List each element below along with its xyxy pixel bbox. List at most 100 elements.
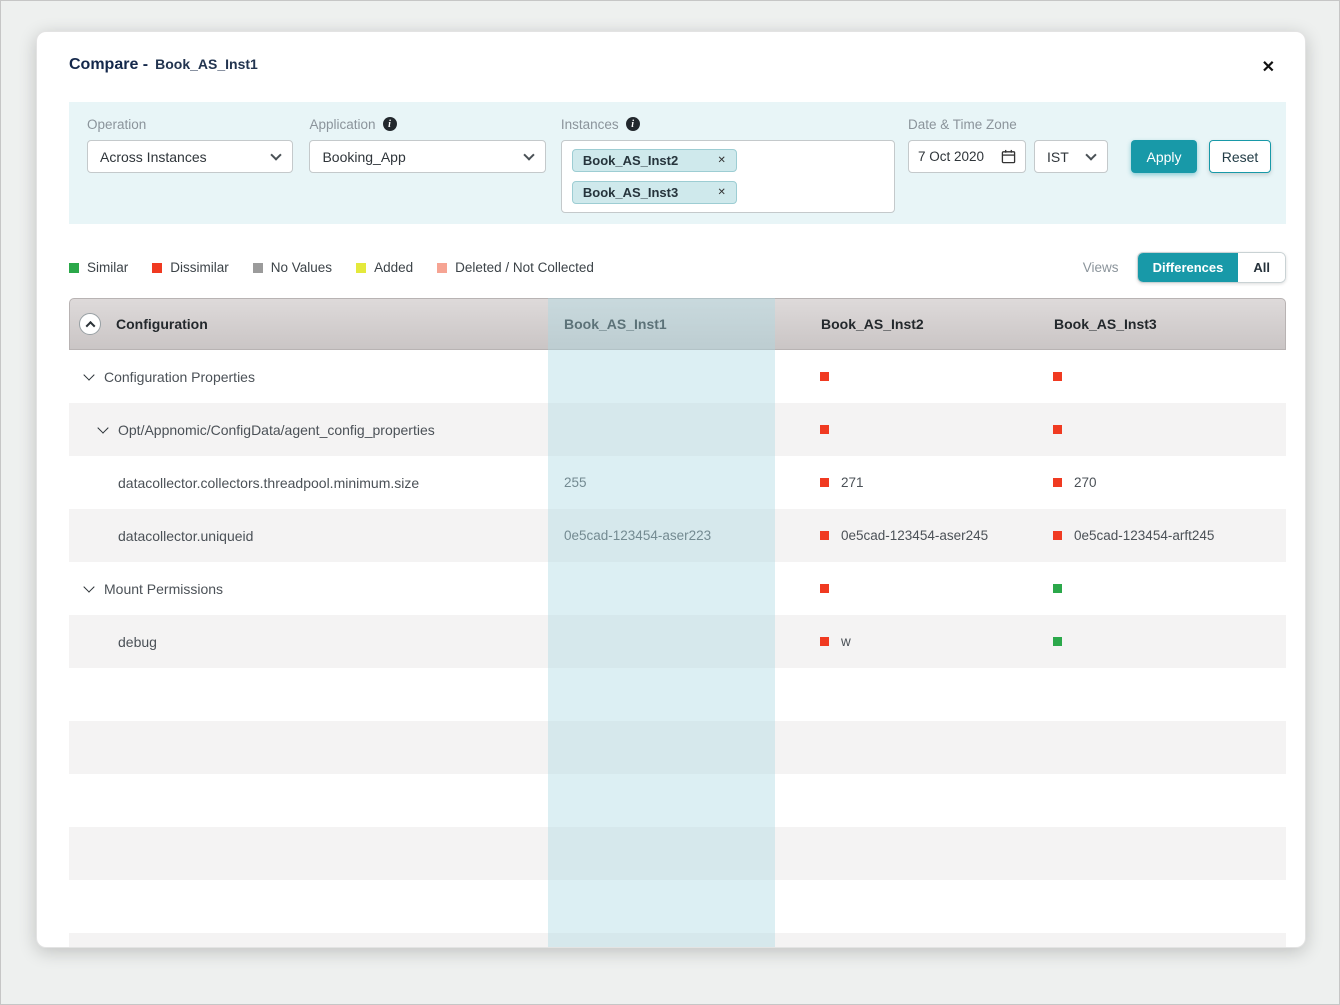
table-row: Opt/Appnomic/ConfigData/agent_config_pro… (69, 403, 1286, 456)
row-label: Mount Permissions (104, 581, 223, 597)
chevron-down-icon[interactable] (83, 369, 94, 380)
column-header-inst3: Book_AS_Inst3 (1010, 316, 1286, 332)
filter-bar: Operation Across Instances Application i… (69, 102, 1286, 224)
column-header-inst1: Book_AS_Inst1 (549, 316, 776, 332)
no_values-swatch-icon (253, 263, 263, 273)
date-input[interactable]: 7 Oct 2020 (908, 140, 1026, 173)
remove-chip-icon[interactable]: ✕ (717, 155, 725, 166)
application-field: Application i Booking_App (309, 116, 545, 173)
operation-select[interactable]: Across Instances (87, 140, 293, 173)
empty-row (69, 933, 1286, 947)
row-name-cell: Mount Permissions (69, 581, 548, 597)
dialog-title-text: Compare - (69, 56, 148, 73)
application-value: Booking_App (322, 149, 405, 165)
table-body: Configuration Properties Opt/Appnomic/Con… (69, 350, 1286, 947)
empty-row (69, 721, 1286, 774)
instance-chip-label: Book_AS_Inst2 (583, 153, 678, 168)
legend-row: SimilarDissimilarNo ValuesAddedDeleted /… (69, 252, 1286, 283)
legend-item: Dissimilar (152, 260, 229, 275)
cell-value: 271 (841, 475, 864, 490)
group-header-cell: Configuration (70, 313, 549, 335)
row-label: Opt/Appnomic/ConfigData/agent_config_pro… (118, 422, 435, 438)
datetime-label: Date & Time Zone (908, 116, 1108, 132)
desktop-background: Compare - Book_AS_Inst1 ✕ Operation Acros… (0, 0, 1340, 1005)
value-cell-Book_AS_Inst3: 270 (1009, 475, 1286, 490)
apply-button[interactable]: Apply (1131, 140, 1197, 173)
instance-chip: Book_AS_Inst2 ✕ (572, 149, 737, 172)
deleted-swatch-icon (437, 263, 447, 273)
dissimilar-marker-icon (1053, 372, 1062, 381)
value-cell-Book_AS_Inst2: 0e5cad-123454-aser245 (775, 528, 1009, 543)
timezone-select[interactable]: IST (1034, 140, 1108, 173)
dissimilar-marker-icon (1053, 478, 1062, 487)
similar-marker-icon (1053, 584, 1062, 593)
dialog-title: Compare - Book_AS_Inst1 (69, 56, 258, 74)
legend-label: Dissimilar (170, 260, 229, 275)
dissimilar-swatch-icon (152, 263, 162, 273)
chevron-down-icon (523, 149, 534, 160)
chevron-down-icon[interactable] (97, 422, 108, 433)
instance-chip-label: Book_AS_Inst3 (583, 185, 678, 200)
timezone-value: IST (1047, 149, 1069, 165)
similar-marker-icon (1053, 637, 1062, 646)
value-cell-Book_AS_Inst3 (1009, 425, 1286, 434)
cell-value: 0e5cad-123454-aser223 (564, 528, 711, 543)
views-label: Views (1083, 260, 1119, 275)
dissimilar-marker-icon (820, 637, 829, 646)
value-cell-Book_AS_Inst2: w (775, 634, 1009, 649)
empty-row (69, 774, 1286, 827)
calendar-icon (1001, 149, 1016, 164)
cell-value: 0e5cad-123454-arft245 (1074, 528, 1214, 543)
cell-value: 255 (564, 475, 587, 490)
operation-field: Operation Across Instances (87, 116, 293, 173)
comparison-table: Configuration Book_AS_Inst1 Book_AS_Inst… (69, 298, 1286, 947)
application-select[interactable]: Booking_App (309, 140, 545, 173)
dialog-header: Compare - Book_AS_Inst1 ✕ (37, 32, 1305, 102)
application-label-text: Application (309, 117, 375, 132)
legend-item: Added (356, 260, 413, 275)
compare-dialog: Compare - Book_AS_Inst1 ✕ Operation Acros… (36, 31, 1306, 948)
legend-item: Deleted / Not Collected (437, 260, 594, 275)
table-row: Mount Permissions (69, 562, 1286, 615)
datetime-field: Date & Time Zone 7 Oct 2020 IST (908, 116, 1108, 173)
reset-button[interactable]: Reset (1209, 140, 1271, 173)
table-row: Configuration Properties (69, 350, 1286, 403)
legend: SimilarDissimilarNo ValuesAddedDeleted /… (69, 260, 594, 275)
table-header: Configuration Book_AS_Inst1 Book_AS_Inst… (69, 298, 1286, 350)
cell-value: w (841, 634, 851, 649)
filter-buttons: Apply Reset (1131, 140, 1271, 173)
value-cell-Book_AS_Inst3 (1009, 584, 1286, 593)
row-name-cell: Configuration Properties (69, 369, 548, 385)
table-row: datacollector.collectors.threadpool.mini… (69, 456, 1286, 509)
close-icon[interactable]: ✕ (1256, 56, 1281, 80)
value-cell-Book_AS_Inst2: 271 (775, 475, 1009, 490)
value-cell-Book_AS_Inst2 (775, 425, 1009, 434)
row-name-cell: datacollector.collectors.threadpool.mini… (69, 475, 548, 491)
table-row: datacollector.uniqueid0e5cad-123454-aser… (69, 509, 1286, 562)
empty-row (69, 668, 1286, 721)
row-name-cell: Opt/Appnomic/ConfigData/agent_config_pro… (69, 422, 548, 438)
value-cell-Book_AS_Inst1: 0e5cad-123454-aser223 (548, 528, 775, 543)
dissimilar-marker-icon (1053, 425, 1062, 434)
group-header-title: Configuration (116, 316, 208, 332)
all-toggle-button[interactable]: All (1238, 253, 1285, 282)
collapse-section-button[interactable] (79, 313, 101, 335)
remove-chip-icon[interactable]: ✕ (717, 187, 725, 198)
differences-toggle-button[interactable]: Differences (1138, 253, 1239, 282)
value-cell-Book_AS_Inst2 (775, 372, 1009, 381)
dialog-title-instance: Book_AS_Inst1 (155, 56, 258, 72)
legend-label: Similar (87, 260, 128, 275)
instances-field: Instances i Book_AS_Inst2 ✕ Book_AS_Inst… (561, 116, 895, 213)
instances-label-text: Instances (561, 117, 619, 132)
row-label: Configuration Properties (104, 369, 255, 385)
empty-row (69, 880, 1286, 933)
value-cell-Book_AS_Inst3: 0e5cad-123454-arft245 (1009, 528, 1286, 543)
chevron-down-icon (271, 149, 282, 160)
info-icon: i (626, 117, 640, 131)
operation-value: Across Instances (100, 149, 207, 165)
info-icon: i (383, 117, 397, 131)
chevron-down-icon[interactable] (83, 581, 94, 592)
instances-label: Instances i (561, 116, 895, 132)
legend-label: Added (374, 260, 413, 275)
instances-multiselect[interactable]: Book_AS_Inst2 ✕ Book_AS_Inst3 ✕ (561, 140, 895, 213)
